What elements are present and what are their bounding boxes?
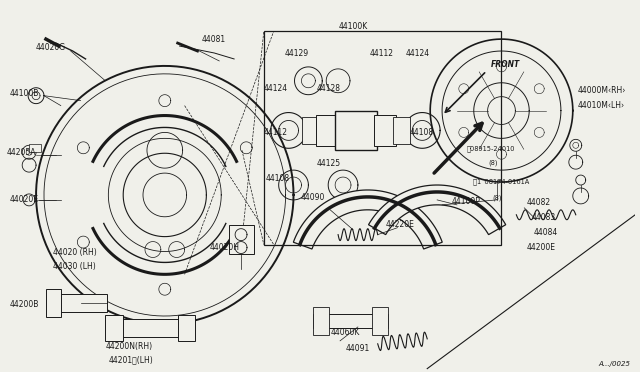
Bar <box>314 314 388 328</box>
Bar <box>53 294 108 312</box>
Text: (8): (8) <box>493 195 502 201</box>
Bar <box>106 315 123 341</box>
Polygon shape <box>404 113 440 148</box>
Bar <box>316 115 338 146</box>
Polygon shape <box>430 39 573 182</box>
Text: 44010M‹LH›: 44010M‹LH› <box>578 101 625 110</box>
Polygon shape <box>293 190 442 249</box>
Bar <box>46 289 61 317</box>
Text: 44090: 44090 <box>300 193 325 202</box>
Bar <box>335 110 377 150</box>
Bar <box>29 144 41 152</box>
Text: 44112: 44112 <box>370 48 394 58</box>
Text: 44200B: 44200B <box>10 299 38 309</box>
Text: 44100P: 44100P <box>452 198 481 206</box>
Text: 44112: 44112 <box>264 128 288 137</box>
Bar <box>303 116 320 144</box>
Bar <box>110 319 180 337</box>
Text: 44083: 44083 <box>531 213 556 222</box>
Text: ⑂1 08174-0161A: ⑂1 08174-0161A <box>473 179 529 185</box>
Text: 44205A: 44205A <box>6 148 36 157</box>
Text: 44081: 44081 <box>202 35 225 44</box>
Text: 44030 (LH): 44030 (LH) <box>53 262 95 271</box>
Text: 44020 (RH): 44020 (RH) <box>53 248 97 257</box>
Bar <box>374 115 396 146</box>
Text: 44100B: 44100B <box>10 89 38 98</box>
Text: 44200E: 44200E <box>526 243 556 252</box>
Text: A.../0025: A.../0025 <box>598 360 630 367</box>
Polygon shape <box>278 170 308 200</box>
Text: 44084: 44084 <box>533 228 557 237</box>
Text: Ⓧ08915-24010: Ⓧ08915-24010 <box>467 145 515 151</box>
Text: 44091: 44091 <box>346 344 371 353</box>
Text: 44060K: 44060K <box>330 328 360 337</box>
Text: 44020G: 44020G <box>36 42 66 52</box>
Bar <box>314 307 329 335</box>
Text: 44020H: 44020H <box>209 243 239 252</box>
Bar <box>264 31 502 244</box>
Polygon shape <box>328 170 358 200</box>
Text: 44108: 44108 <box>410 128 433 137</box>
Text: 44082: 44082 <box>526 198 550 207</box>
Text: 44000M‹RH›: 44000M‹RH› <box>578 86 626 95</box>
Bar <box>372 307 388 335</box>
Text: 44020E: 44020E <box>10 195 38 204</box>
Text: 44200N(RH): 44200N(RH) <box>106 342 152 351</box>
Text: 44100K: 44100K <box>339 22 367 31</box>
Text: 44125: 44125 <box>316 159 340 168</box>
Polygon shape <box>369 185 506 235</box>
Polygon shape <box>326 69 350 93</box>
Text: 44129: 44129 <box>285 48 308 58</box>
Text: 44124: 44124 <box>405 48 429 58</box>
Text: 44128: 44128 <box>316 84 340 93</box>
Text: 44108: 44108 <box>266 174 290 183</box>
Text: (8): (8) <box>488 160 498 166</box>
Bar <box>392 116 410 144</box>
Text: 44201　(LH): 44201 (LH) <box>108 355 153 364</box>
Text: 44220E: 44220E <box>386 220 415 229</box>
Polygon shape <box>36 66 294 324</box>
Polygon shape <box>294 67 323 95</box>
Bar <box>229 225 254 254</box>
Text: 44124: 44124 <box>264 84 288 93</box>
Bar <box>178 315 195 341</box>
Text: FRONT: FRONT <box>491 60 520 69</box>
Polygon shape <box>271 113 307 148</box>
